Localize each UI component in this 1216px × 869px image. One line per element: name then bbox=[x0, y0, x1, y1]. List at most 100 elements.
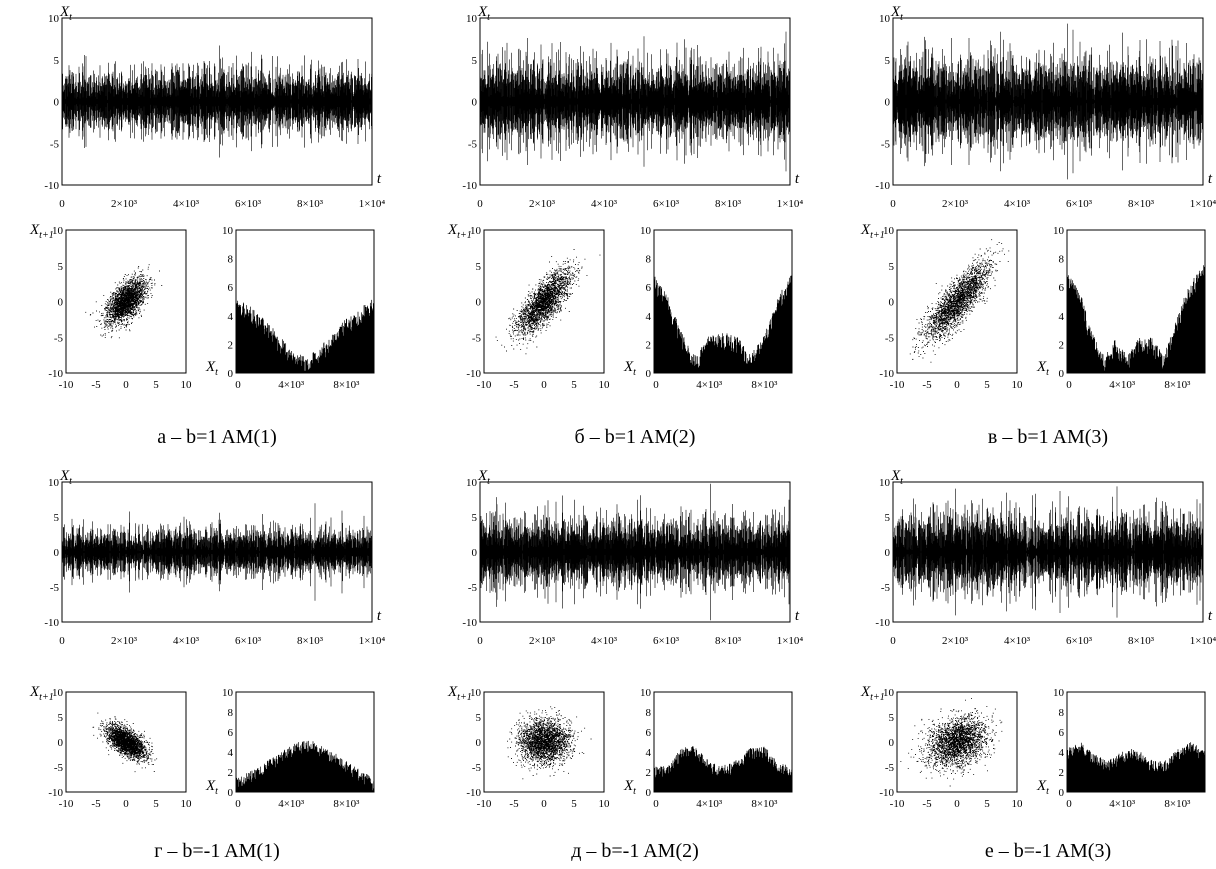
x-tick-label: 10 bbox=[181, 379, 193, 391]
x-tick-label: 4×10³ bbox=[173, 635, 200, 647]
y-tick-label: -10 bbox=[879, 787, 894, 799]
x-tick-label: 10 bbox=[1012, 798, 1024, 810]
y-tick-label: -5 bbox=[468, 582, 478, 594]
figure-caption: е – b=-1 AM(3) bbox=[985, 840, 1111, 862]
x-axis-label: Xt bbox=[1036, 359, 1049, 378]
y-axis-label: Xt+1 bbox=[447, 684, 472, 703]
y-axis-label: Xt bbox=[477, 4, 490, 23]
scatter-points bbox=[85, 264, 163, 339]
x-axis-label: t bbox=[795, 608, 800, 624]
y-tick-label: -10 bbox=[466, 787, 481, 799]
y-tick-label: 8 bbox=[1059, 707, 1065, 719]
x-tick-label: 2×10³ bbox=[529, 635, 556, 647]
x-tick-label: 0 bbox=[1066, 379, 1072, 391]
y-tick-label: -5 bbox=[472, 762, 482, 774]
envelope-plot: 10 8 6 4 2 00 4×10³ 8×10³ bbox=[1053, 687, 1206, 810]
y-tick-label: 0 bbox=[1059, 787, 1065, 799]
x-tick-label: 5 bbox=[153, 379, 159, 391]
time-series-line bbox=[479, 31, 791, 172]
plot-frame bbox=[892, 481, 1204, 623]
x-tick-label: 5 bbox=[984, 379, 990, 391]
plot-frame bbox=[235, 229, 375, 374]
x-tick-label: -5 bbox=[922, 798, 932, 810]
x-tick-label: -10 bbox=[59, 379, 74, 391]
y-tick-label: 5 bbox=[58, 261, 64, 273]
x-tick-label: 1×10⁴ bbox=[359, 198, 386, 210]
y-tick-label: 5 bbox=[472, 512, 478, 524]
x-axis-label: t bbox=[1208, 171, 1213, 187]
y-axis-label: Xt+1 bbox=[29, 684, 54, 703]
x-tick-label: 6×10³ bbox=[1066, 635, 1093, 647]
y-tick-label: 6 bbox=[1059, 727, 1065, 739]
y-axis-label: Xt bbox=[890, 4, 903, 23]
envelope-plot: 10 8 6 4 2 00 4×10³ 8×10³ bbox=[640, 687, 793, 810]
x-tick-label: 4×10³ bbox=[278, 379, 305, 391]
x-tick-label: -10 bbox=[477, 798, 492, 810]
y-tick-label: 0 bbox=[885, 97, 891, 109]
y-tick-label: 0 bbox=[646, 368, 652, 380]
x-tick-label: 4×10³ bbox=[1004, 198, 1031, 210]
y-tick-label: 0 bbox=[476, 737, 482, 749]
y-tick-label: 0 bbox=[54, 97, 60, 109]
plot-frame bbox=[1066, 691, 1206, 793]
figure-caption: д – b=-1 AM(2) bbox=[571, 840, 699, 862]
envelope-plot: 10 8 6 4 2 00 4×10³ 8×10³ bbox=[222, 225, 375, 391]
y-tick-label: 10 bbox=[470, 225, 482, 237]
y-tick-label: 0 bbox=[472, 547, 478, 559]
y-tick-label: 10 bbox=[466, 477, 478, 489]
plot-frame bbox=[653, 229, 793, 374]
y-tick-label: 6 bbox=[228, 282, 234, 294]
y-tick-label: 0 bbox=[476, 297, 482, 309]
x-tick-label: 0 bbox=[890, 198, 896, 210]
y-tick-label: 4 bbox=[646, 747, 652, 759]
plot-frame bbox=[61, 481, 373, 623]
y-tick-label: -5 bbox=[50, 138, 60, 150]
scatter-points bbox=[507, 706, 592, 780]
x-tick-label: 5 bbox=[571, 379, 577, 391]
y-tick-label: 5 bbox=[889, 261, 895, 273]
y-tick-label: -10 bbox=[879, 368, 894, 380]
y-tick-label: 0 bbox=[58, 297, 64, 309]
scatter-points bbox=[92, 712, 158, 773]
x-axis-label: Xt bbox=[623, 778, 636, 797]
y-tick-label: 5 bbox=[476, 261, 482, 273]
y-tick-label: -5 bbox=[468, 138, 478, 150]
x-tick-label: 0 bbox=[477, 635, 483, 647]
y-tick-label: 0 bbox=[889, 737, 895, 749]
x-tick-label: 4×10³ bbox=[591, 198, 618, 210]
y-tick-label: 10 bbox=[52, 687, 64, 699]
y-tick-label: 10 bbox=[222, 687, 234, 699]
x-tick-label: 0 bbox=[1066, 798, 1072, 810]
x-tick-label: 8×10³ bbox=[751, 798, 778, 810]
y-tick-label: 8 bbox=[1059, 254, 1065, 266]
y-tick-label: 8 bbox=[646, 707, 652, 719]
y-tick-label: 2 bbox=[228, 767, 234, 779]
figure-caption: г – b=-1 AM(1) bbox=[154, 840, 280, 862]
x-tick-label: 4×10³ bbox=[696, 798, 723, 810]
x-tick-label: 8×10³ bbox=[297, 198, 324, 210]
x-tick-label: 0 bbox=[954, 798, 960, 810]
y-tick-label: 6 bbox=[228, 727, 234, 739]
envelope-area bbox=[235, 299, 375, 373]
x-tick-label: 1×10⁴ bbox=[359, 635, 386, 647]
y-tick-label: 10 bbox=[1053, 225, 1065, 237]
x-tick-label: 8×10³ bbox=[715, 635, 742, 647]
y-tick-label: -5 bbox=[50, 582, 60, 594]
y-tick-label: 10 bbox=[1053, 687, 1065, 699]
envelope-plot: 10 8 6 4 2 00 4×10³ 8×10³ bbox=[640, 225, 793, 391]
x-tick-label: 4×10³ bbox=[696, 379, 723, 391]
x-tick-label: -10 bbox=[890, 798, 905, 810]
y-tick-label: 0 bbox=[1059, 368, 1065, 380]
y-tick-label: -5 bbox=[472, 332, 482, 344]
x-tick-label: 10 bbox=[1012, 379, 1024, 391]
x-tick-label: 10 bbox=[599, 798, 611, 810]
x-tick-label: 0 bbox=[235, 798, 241, 810]
